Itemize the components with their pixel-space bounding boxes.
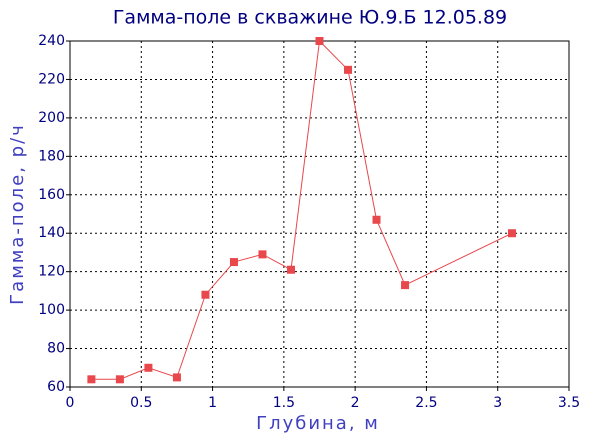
x-tick-label: 3 (493, 395, 502, 411)
data-point (258, 250, 267, 259)
chart-title: Гамма-поле в скважине Ю.9.Б 12.05.89 (113, 7, 507, 29)
x-tick-label: 2.5 (415, 395, 437, 411)
y-tick-label: 160 (38, 187, 65, 203)
data-point (144, 363, 153, 372)
data-point (201, 290, 210, 299)
y-tick-label: 120 (38, 264, 65, 280)
data-point (286, 265, 295, 274)
data-point (372, 215, 381, 224)
x-tick-label: 0 (66, 395, 75, 411)
y-tick-label: 60 (47, 379, 65, 395)
x-tick-label: 1 (208, 395, 217, 411)
y-tick-label: 140 (38, 225, 65, 241)
data-point (401, 281, 410, 290)
plot-frame (69, 40, 570, 388)
y-tick-label: 180 (38, 148, 65, 164)
data-point (172, 373, 181, 382)
data-line (91, 39, 513, 380)
x-tick-label: 0.5 (130, 395, 152, 411)
y-tick-label: 80 (47, 341, 65, 357)
data-point (344, 65, 353, 74)
x-tick-label: 2 (351, 395, 360, 411)
x-axis-label: Глубина, м (256, 413, 380, 434)
data-point (229, 258, 238, 267)
y-tick-label: 220 (38, 71, 65, 87)
y-tick-label: 240 (38, 33, 65, 49)
data-point (87, 375, 96, 384)
data-point (315, 37, 324, 45)
y-tick-label: 200 (38, 110, 65, 126)
data-point (507, 229, 516, 238)
y-axis-label: Гамма-поле, р/ч (7, 123, 28, 305)
x-tick-label: 3.5 (558, 395, 580, 411)
data-point (115, 375, 124, 384)
x-tick-label: 1.5 (273, 395, 295, 411)
y-tick-label: 100 (38, 302, 65, 318)
